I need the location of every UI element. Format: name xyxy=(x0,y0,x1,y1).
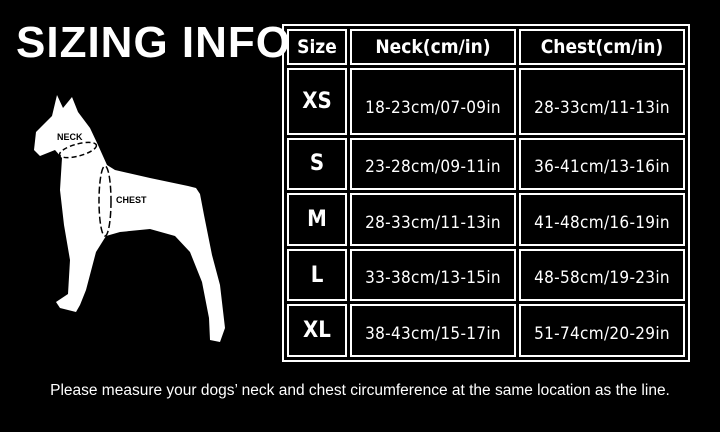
chest-cell: 51-74cm/20-29in xyxy=(519,304,685,357)
neck-cell: 33-38cm/13-15in xyxy=(350,248,516,302)
chest-label: CHEST xyxy=(116,195,147,205)
table-row: XS 18-23cm/07-09in 28-33cm/11-13in xyxy=(287,68,685,135)
size-table: Size Neck(cm/in) Chest(cm/in) XS 18-23cm… xyxy=(282,24,690,362)
size-cell: M xyxy=(287,193,347,246)
measurement-note: Please measure your dogs’ neck and chest… xyxy=(50,382,670,399)
neck-cell: 38-43cm/15-17in xyxy=(350,304,516,357)
size-cell: XS xyxy=(287,68,347,135)
table-row: S 23-28cm/09-11in 36-41cm/13-16in xyxy=(287,137,685,191)
table-row: XL 38-43cm/15-17in 51-74cm/20-29in xyxy=(287,304,685,357)
table-row: L 33-38cm/13-15in 48-58cm/19-23in xyxy=(287,248,685,302)
header-size: Size xyxy=(287,29,347,65)
chest-measure-line xyxy=(98,165,112,237)
size-cell: S xyxy=(287,137,347,191)
header-chest: Chest(cm/in) xyxy=(519,29,685,65)
chest-cell: 36-41cm/13-16in xyxy=(519,137,685,191)
size-cell: XL xyxy=(287,304,347,357)
table-row: M 28-33cm/11-13in 41-48cm/16-19in xyxy=(287,193,685,246)
dog-silhouette xyxy=(34,95,225,342)
header-neck: Neck(cm/in) xyxy=(350,29,516,65)
dog-measurement-diagram: NECK CHEST xyxy=(34,95,225,342)
chest-cell: 41-48cm/16-19in xyxy=(519,193,685,246)
neck-measure-line xyxy=(58,141,98,159)
neck-label: NECK xyxy=(57,132,83,142)
neck-cell: 28-33cm/11-13in xyxy=(350,193,516,246)
neck-cell: 23-28cm/09-11in xyxy=(350,137,516,191)
table-header-row: Size Neck(cm/in) Chest(cm/in) xyxy=(287,29,685,65)
neck-cell: 18-23cm/07-09in xyxy=(350,68,516,135)
chest-cell: 28-33cm/11-13in xyxy=(519,68,685,135)
chest-cell: 48-58cm/19-23in xyxy=(519,248,685,302)
page-title: SIZING INFO xyxy=(16,18,291,67)
size-cell: L xyxy=(287,248,347,302)
